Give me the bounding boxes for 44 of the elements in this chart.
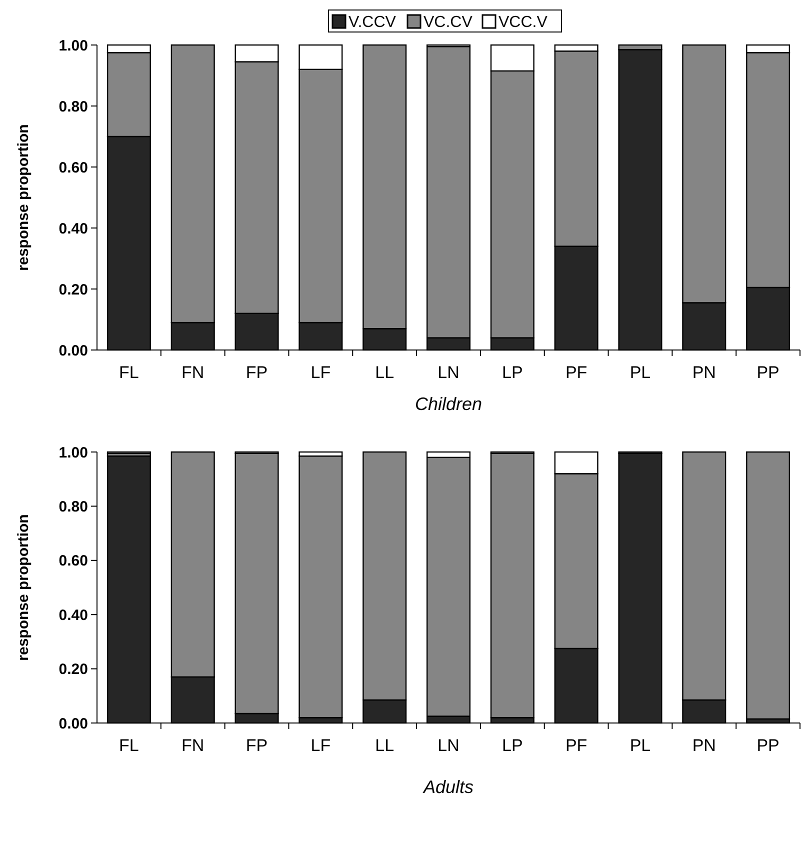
y-tick-label: 0.80	[58, 498, 88, 516]
y-tick-label: 0.40	[58, 220, 88, 238]
y-tick-label: 0.60	[58, 159, 88, 176]
x-axis-title: Children	[414, 394, 482, 414]
legend-label: V.CCV	[348, 14, 396, 31]
legend-label: VCC.V	[498, 14, 548, 31]
x-tick-label: PL	[630, 736, 651, 755]
x-tick-label: LP	[502, 363, 523, 382]
x-tick-label: LL	[375, 363, 394, 382]
x-tick-label: PL	[630, 363, 651, 382]
x-tick-label: PP	[756, 363, 780, 382]
x-tick-label: LF	[310, 363, 331, 382]
x-tick-label: FL	[119, 363, 139, 382]
y-axis-title: response proportion	[15, 514, 32, 661]
x-axis-title: Adults	[422, 777, 474, 797]
legend-label: VC.CV	[424, 14, 473, 31]
x-tick-label: LP	[502, 736, 523, 755]
x-tick-label: PN	[692, 736, 716, 755]
y-tick-label: 1.00	[58, 37, 88, 54]
y-tick-label: 0.00	[58, 715, 88, 732]
bar	[746, 451, 790, 720]
y-tick-label: 0.60	[58, 552, 88, 570]
x-tick-label: FN	[182, 363, 204, 382]
y-tick-label: 0.40	[58, 606, 88, 624]
x-tick-label: PF	[565, 736, 588, 755]
x-tick-label: LF	[310, 736, 331, 755]
y-tick-label: 0.80	[58, 98, 88, 116]
x-tick-label: FN	[182, 736, 204, 755]
x-tick-label: PN	[692, 363, 716, 382]
x-tick-label: FP	[246, 363, 268, 382]
y-tick-label: 0.00	[58, 342, 88, 360]
x-tick-label: LL	[375, 736, 394, 755]
x-tick-label: FL	[119, 736, 139, 755]
x-tick-label: LN	[438, 363, 460, 382]
x-tick-label: PF	[565, 363, 588, 382]
x-tick-label: PP	[756, 736, 780, 755]
y-tick-label: 0.20	[58, 661, 88, 678]
x-tick-label: LN	[438, 736, 460, 755]
y-tick-label: 1.00	[58, 444, 88, 462]
bar	[298, 455, 343, 718]
bar	[490, 452, 534, 718]
y-axis-title: response proportion	[15, 124, 32, 271]
y-tick-label: 0.20	[58, 281, 88, 298]
x-tick-label: FP	[246, 736, 268, 755]
